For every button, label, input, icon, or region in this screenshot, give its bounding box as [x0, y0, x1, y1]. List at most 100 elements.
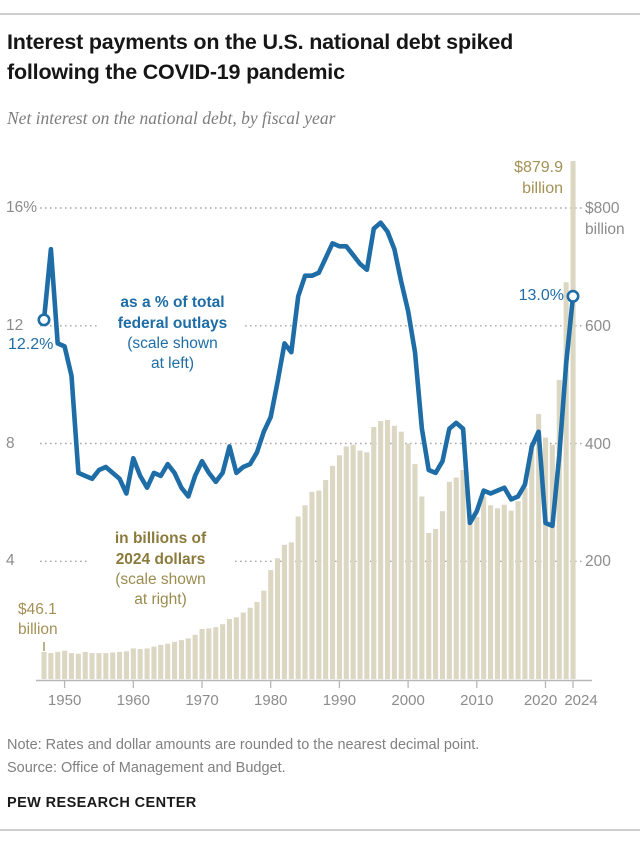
bar-1992: [350, 444, 356, 679]
bar-1968: [185, 638, 191, 679]
bar-1973: [220, 624, 226, 679]
bar-1997: [385, 419, 391, 679]
bar-1978: [254, 601, 260, 679]
page-title: Interest payments on the U.S. national d…: [7, 27, 627, 87]
bar-note-l3: (scale shown: [115, 571, 206, 588]
bar-1959: [123, 651, 129, 679]
bar-note-l2: 2024 dollars: [115, 551, 206, 568]
line-note-l1: as a % of total: [120, 294, 225, 311]
end-dollar-l2: billion: [522, 180, 563, 197]
bar-2004: [433, 528, 439, 679]
bar-1956: [103, 653, 109, 679]
bar-2010: [474, 517, 480, 679]
bar-2021: [549, 444, 555, 679]
bar-2019: [536, 414, 542, 679]
bar-1952: [75, 653, 81, 679]
bar-1954: [89, 653, 95, 679]
line-series-annotation: as a % of total federal outlays (scale s…: [100, 292, 245, 374]
bar-1990: [336, 455, 342, 679]
bar-1999: [398, 431, 404, 679]
source-text: Source: Office of Management and Budget.: [7, 760, 286, 776]
bar-1963: [151, 646, 157, 679]
bar-1967: [178, 640, 184, 679]
bar-1977: [247, 607, 253, 679]
bar-2007: [453, 477, 459, 679]
bar-2002: [419, 496, 425, 679]
bar-1948: [48, 653, 54, 679]
bar-2012: [488, 505, 494, 679]
bar-1950: [62, 650, 68, 679]
bar-1949: [55, 651, 61, 679]
start-pct-label: 12.2%: [8, 336, 54, 353]
bar-2018: [529, 446, 535, 679]
bar-2016: [515, 501, 521, 679]
bar-1984: [295, 516, 301, 679]
bar-2001: [412, 464, 418, 679]
bar-1976: [240, 612, 246, 679]
title-line-2: following the COVID-19 pandemic: [7, 60, 345, 84]
bar-2014: [501, 504, 507, 679]
bar-1964: [158, 644, 164, 679]
bar-2005: [439, 511, 445, 679]
bar-1993: [357, 450, 363, 679]
bar-1957: [110, 652, 116, 679]
bar-1986: [309, 491, 315, 679]
bar-2015: [508, 510, 514, 679]
bar-2003: [426, 533, 432, 679]
end-dollar-label: $879.9 billion: [458, 157, 563, 199]
bar-note-l4: at right): [134, 591, 187, 608]
line-note-l3: (scale shown: [127, 335, 218, 352]
bar-2008: [460, 470, 466, 679]
end-dollar-l1: $879.9: [514, 159, 563, 176]
bar-1975: [233, 617, 239, 679]
bar-2022: [556, 379, 562, 679]
note-text: Note: Rates and dollar amounts are round…: [7, 737, 480, 753]
bar-1982: [281, 544, 287, 679]
bar-1996: [378, 421, 384, 679]
bar-1971: [206, 628, 212, 679]
bar-1998: [391, 425, 397, 679]
bar-series-annotation: in billions of 2024 dollars (scale shown…: [88, 528, 233, 610]
bar-1961: [137, 649, 143, 679]
bar-2009: [467, 523, 473, 679]
line-note-l4: at left): [150, 355, 195, 372]
bar-1958: [117, 651, 123, 679]
pct-line: [41, 220, 576, 529]
bar-1972: [213, 627, 219, 679]
bar-1960: [130, 648, 136, 679]
bar-1951: [68, 653, 74, 679]
bar-1981: [275, 558, 281, 679]
bar-2013: [494, 508, 500, 679]
bar-1955: [96, 653, 102, 679]
bottom-divider: [0, 829, 640, 831]
bar-1980: [268, 570, 274, 679]
end-marker: [566, 289, 580, 303]
bar-1994: [364, 452, 370, 679]
start-dollar-l2: billion: [18, 621, 58, 638]
bar-1970: [199, 629, 205, 679]
bar-2024: [570, 161, 576, 679]
bar-1974: [226, 618, 232, 679]
bar-2023: [563, 282, 569, 679]
bar-1947: [41, 651, 47, 679]
bar-note-l1: in billions of: [114, 530, 207, 547]
bar-1987: [316, 490, 322, 679]
bar-1989: [330, 465, 336, 679]
line-note-l2: federal outlays: [117, 315, 228, 332]
brand-footer: PEW RESEARCH CENTER: [7, 795, 197, 811]
bar-1969: [192, 634, 198, 679]
bar-2017: [522, 487, 528, 679]
bar-1979: [261, 590, 267, 679]
top-divider: [0, 13, 640, 15]
start-dollar-l1: $46.1: [18, 601, 57, 618]
bar-2006: [446, 481, 452, 679]
bar-1962: [144, 648, 150, 679]
title-line-1: Interest payments on the U.S. national d…: [7, 30, 514, 54]
bar-1995: [371, 427, 377, 679]
bar-1953: [82, 651, 88, 679]
start-marker: [37, 313, 51, 327]
bar-1985: [302, 505, 308, 679]
bar-2020: [543, 437, 549, 679]
bar-1983: [288, 542, 294, 679]
bar-1966: [172, 641, 178, 679]
